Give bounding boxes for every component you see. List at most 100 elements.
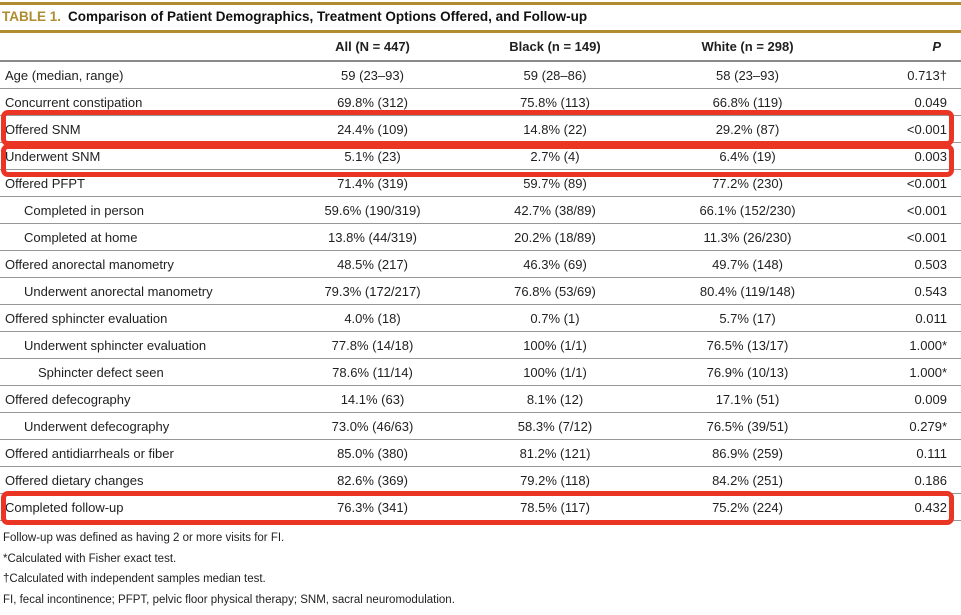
cell-white: 5.7% (17) [645,304,850,332]
table-row: Completed at home 13.8% (44/319) 20.2% (18… [0,223,961,251]
cell-black: 75.8% (113) [465,88,645,116]
table-row-highlighted: Underwent SNM 5.1% (23) 2.7% (4) 6.4% (19) 0… [0,142,961,170]
cell-p: 0.049 [850,88,961,116]
cell-all: 82.6% (369) [280,466,465,494]
cell-black: 59.7% (89) [465,169,645,197]
cell-p: 0.111 [850,439,961,467]
row-label: Offered dietary changes [0,466,280,494]
footnote: FI, fecal incontinence; PFPT, pelvic flo… [3,593,455,606]
table-row-highlighted: Offered SNM 24.4% (109) 14.8% (22) 29.2% (8… [0,115,961,143]
row-label: Concurrent constipation [0,88,280,116]
cell-white: 75.2% (224) [645,493,850,521]
cell-white: 76.5% (39/51) [645,412,850,440]
row-label: Completed follow-up [0,493,280,521]
table-row: Offered anorectal manometry 48.5% (217) 46… [0,250,961,278]
cell-black: 42.7% (38/89) [465,196,645,224]
cell-black: 76.8% (53/69) [465,277,645,305]
cell-black: 100% (1/1) [465,358,645,386]
cell-black: 46.3% (69) [465,250,645,278]
cell-black: 8.1% (12) [465,385,645,413]
cell-black: 2.7% (4) [465,142,645,170]
cell-black: 100% (1/1) [465,331,645,359]
table-body: Age (median, range) 59 (23–93) 59 (28–86) 5… [0,61,961,521]
data-table: All (N = 447) Black (n = 149) White (n =… [0,33,961,521]
cell-p: 0.279* [850,412,961,440]
table-row: Underwent anorectal manometry 79.3% (172/… [0,277,961,305]
cell-black: 0.7% (1) [465,304,645,332]
footnote: †Calculated with independent samples med… [3,573,266,585]
top-rule [0,2,961,5]
row-label: Offered PFPT [0,169,280,197]
table-row: Offered defecography 14.1% (63) 8.1% (12) 1… [0,385,961,413]
row-label: Underwent anorectal manometry [0,277,280,305]
row-label: Offered sphincter evaluation [0,304,280,332]
cell-white: 66.8% (119) [645,88,850,116]
cell-p: <0.001 [850,223,961,251]
row-label: Sphincter defect seen [0,358,280,386]
col-header-p: P [850,33,961,62]
row-label: Underwent sphincter evaluation [0,331,280,359]
cell-black: 58.3% (7/12) [465,412,645,440]
col-header-blank [0,33,280,62]
cell-p: 0.713† [850,61,961,89]
footnote: *Calculated with Fisher exact test. [3,552,177,565]
cell-black: 81.2% (121) [465,439,645,467]
cell-all: 24.4% (109) [280,115,465,143]
cell-white: 17.1% (51) [645,385,850,413]
cell-white: 76.9% (10/13) [645,358,850,386]
table-row: Offered dietary changes 82.6% (369) 79.2% … [0,466,961,494]
table-row: Concurrent constipation 69.8% (312) 75.8% … [0,88,961,116]
table-row: Underwent defecography 73.0% (46/63) 58.3%… [0,412,961,440]
cell-white: 84.2% (251) [645,466,850,494]
cell-black: 79.2% (118) [465,466,645,494]
footnotes: Follow-up was defined as having 2 or mor… [3,528,951,610]
cell-p: 1.000* [850,331,961,359]
cell-all: 59 (23–93) [280,61,465,89]
cell-all: 14.1% (63) [280,385,465,413]
table-caption: Comparison of Patient Demographics, Trea… [68,9,588,24]
cell-p: 1.000* [850,358,961,386]
cell-white: 66.1% (152/230) [645,196,850,224]
cell-white: 6.4% (19) [645,142,850,170]
table-number: TABLE 1. [2,9,62,24]
cell-all: 77.8% (14/18) [280,331,465,359]
cell-black: 14.8% (22) [465,115,645,143]
cell-p: <0.001 [850,115,961,143]
row-label: Underwent defecography [0,412,280,440]
cell-all: 48.5% (217) [280,250,465,278]
cell-white: 49.7% (148) [645,250,850,278]
cell-black: 20.2% (18/89) [465,223,645,251]
cell-p: 0.543 [850,277,961,305]
cell-p: 0.009 [850,385,961,413]
cell-all: 13.8% (44/319) [280,223,465,251]
cell-all: 5.1% (23) [280,142,465,170]
cell-p: 0.432 [850,493,961,521]
table-row: Offered PFPT 71.4% (319) 59.7% (89) 77.2% (… [0,169,961,197]
cell-all: 59.6% (190/319) [280,196,465,224]
col-header-black: Black (n = 149) [465,33,645,62]
footnote: Follow-up was defined as having 2 or mor… [3,532,285,544]
cell-white: 80.4% (119/148) [645,277,850,305]
cell-white: 29.2% (87) [645,115,850,143]
cell-all: 73.0% (46/63) [280,412,465,440]
table-row: Offered sphincter evaluation 4.0% (18) 0.7… [0,304,961,332]
table-row: Underwent sphincter evaluation 77.8% (14/… [0,331,961,359]
row-label: Completed in person [0,196,280,224]
row-label: Underwent SNM [0,142,280,170]
cell-white: 77.2% (230) [645,169,850,197]
row-label: Offered SNM [0,115,280,143]
header-row: All (N = 447) Black (n = 149) White (n =… [0,33,961,62]
cell-p: 0.503 [850,250,961,278]
col-header-all: All (N = 447) [280,33,465,62]
cell-p: 0.003 [850,142,961,170]
title-rule [0,30,961,33]
col-header-white: White (n = 298) [645,33,850,62]
row-label: Offered antidiarrheals or fiber [0,439,280,467]
cell-p: <0.001 [850,196,961,224]
cell-p: <0.001 [850,169,961,197]
row-label: Offered defecography [0,385,280,413]
cell-white: 11.3% (26/230) [645,223,850,251]
table-row: Age (median, range) 59 (23–93) 59 (28–86) 5… [0,61,961,89]
row-label: Age (median, range) [0,61,280,89]
